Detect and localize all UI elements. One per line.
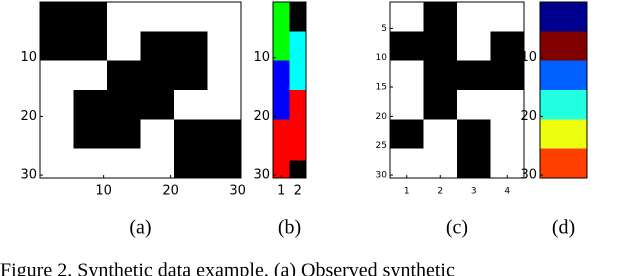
matrix-block [390,31,424,61]
figure-caption: Figure 2. Synthetic data example. (a) Ob… [0,260,455,276]
matrix-block [390,119,424,149]
panel-frame [539,1,588,179]
matrix-block [423,2,457,120]
y-tick-label: 20 [20,109,37,124]
x-tick-label: 1 [404,187,410,197]
panel-label: (a) [129,217,151,239]
panel-frame [39,1,242,179]
x-tick-label: 30 [229,184,246,199]
y-tick-label: 15 [376,83,387,93]
x-tick-label: 4 [504,187,510,197]
matrix-block [73,90,141,149]
y-tick-label: 10 [253,50,270,65]
matrix-block [289,160,306,178]
y-tick-label: 20 [376,112,388,122]
matrix-block [457,119,491,178]
y-tick-label: 30 [376,171,388,181]
matrix-block [40,2,107,61]
panel-frame [272,1,307,179]
matrix-block [540,148,587,178]
matrix-block [540,2,587,32]
matrix-block [540,31,587,61]
panel-label: (b) [278,217,301,239]
matrix-block [289,2,306,32]
x-tick-label: 20 [162,184,179,199]
matrix-block [273,119,290,178]
y-tick-label: 5 [381,24,387,34]
panel-frame [389,1,525,179]
x-tick-label: 10 [95,184,112,199]
matrix-block [273,60,290,120]
y-tick-label: 30 [20,168,37,183]
matrix-block [289,31,306,90]
panel-label: (d) [552,217,575,239]
y-tick-label: 10 [520,50,537,65]
x-tick-label: 2 [437,187,443,197]
y-tick-label: 30 [520,168,537,183]
y-tick-label: 20 [253,109,270,124]
panel-label: (c) [446,217,468,239]
matrix-block [457,60,491,90]
x-tick-label: 1 [277,184,285,199]
matrix-block [490,31,524,90]
y-tick-label: 25 [376,141,387,151]
x-tick-label: 2 [294,184,302,199]
matrix-block [289,90,306,161]
matrix-block [540,90,587,120]
x-tick-label: 3 [471,187,477,197]
matrix-block [174,119,241,178]
matrix-block [540,119,587,149]
y-tick-label: 20 [520,109,537,124]
y-tick-label: 30 [253,168,270,183]
y-tick-label: 10 [376,53,388,63]
y-tick-label: 10 [20,50,37,65]
matrix-block [540,60,587,90]
matrix-block [273,2,290,61]
